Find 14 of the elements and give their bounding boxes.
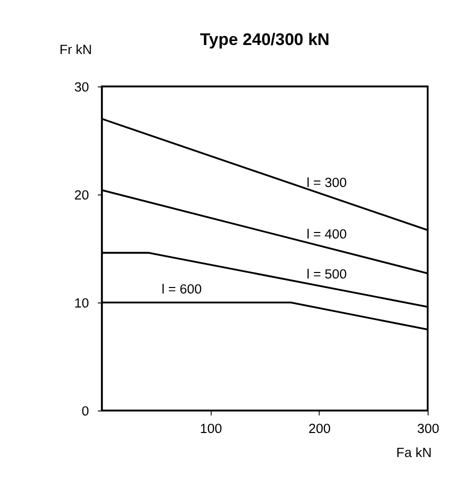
- y-tick-label: 20: [74, 187, 89, 202]
- x-axis-title: Fa kN: [396, 445, 432, 460]
- y-tick-label: 0: [82, 403, 89, 418]
- x-tick-label: 200: [308, 421, 331, 436]
- series-label: l = 300: [306, 174, 347, 190]
- y-tick-label: 10: [74, 295, 89, 310]
- y-tick-label: 30: [74, 79, 89, 94]
- series-label: l = 500: [306, 266, 347, 282]
- y-axis-title: Fr kN: [60, 42, 92, 58]
- series-label: l = 600: [162, 282, 202, 297]
- x-tick-label: 300: [417, 421, 440, 436]
- series-label: l = 400: [306, 226, 347, 242]
- x-tick-label: 100: [200, 421, 222, 436]
- chart-title: Type 240/300 kN: [200, 30, 330, 49]
